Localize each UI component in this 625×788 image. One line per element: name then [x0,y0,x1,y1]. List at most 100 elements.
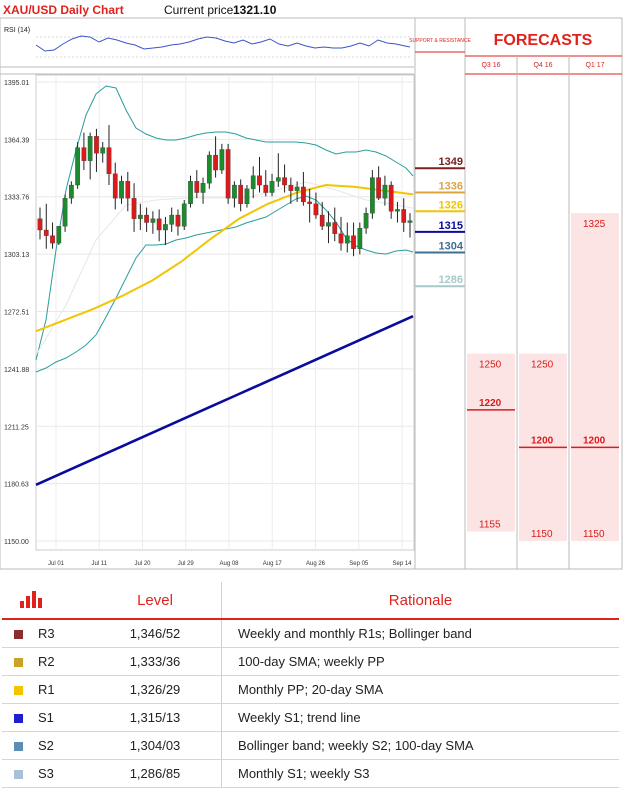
rationale-header: Rationale [221,582,619,620]
candle [56,226,62,246]
sr-level-marker: 1286 [415,274,465,288]
level-swatch [2,731,37,760]
svg-text:1155: 1155 [479,520,501,531]
candle [175,209,181,236]
candle [388,181,394,219]
svg-text:1304: 1304 [439,240,464,252]
candle [43,203,49,249]
y-tick-label: 1333.76 [4,195,29,202]
candle [119,175,124,204]
chart-frame [0,17,623,570]
price-value: 1321.10 [233,3,277,17]
x-tick-label: Aug 08 [219,561,239,567]
bb-midline [35,181,414,356]
candle [288,177,294,204]
y-tick-label: 1303.13 [4,252,29,259]
candle [357,222,363,255]
forecast-col-q3-16: Q3 16 [481,62,500,69]
candle [257,156,262,193]
x-tick-label: Jul 11 [91,561,107,567]
forecast-title: FORECASTS [494,32,593,49]
level-code: R1 [37,675,89,704]
svg-text:1200: 1200 [531,435,554,446]
y-tick-label: 1272.51 [4,309,29,316]
candle [326,211,331,244]
level-value: 1,346/52 [89,619,222,648]
sr-column [414,17,466,570]
candle [131,183,137,232]
candle [81,132,87,171]
chart-title: XAU/USD Daily Chart [3,3,124,17]
forecast-range: 1325 1200 1150 [571,213,619,541]
level-code: S2 [37,731,89,760]
candle [332,207,338,242]
y-tick-label: 1180.63 [4,482,29,489]
candle [50,222,55,249]
candle [313,192,319,219]
price-label: Current price [164,3,234,17]
x-tick-label: Jul 20 [134,561,151,567]
sr-level-marker: 1304 [415,240,465,254]
candle [282,164,287,193]
level-value: 1,333/36 [89,647,222,676]
level-value: 1,304/03 [89,731,222,760]
candle [100,141,106,163]
candle [244,185,250,208]
svg-text:1286: 1286 [439,274,463,286]
svg-text:1349: 1349 [439,156,463,168]
y-axis: 1395.01 1364.39 1333.76 1303.13 1272.51 1241.… [4,80,29,546]
level-swatch [2,703,37,732]
sr-level-marker: 1336 [415,181,465,194]
level-row: S3 1,286/85 Monthly S1; weekly S3 [2,759,619,788]
candle [106,125,112,186]
level-code: R3 [37,619,89,648]
candle [238,179,244,212]
x-tick-label: Aug 17 [263,561,283,567]
svg-text:1325: 1325 [583,219,606,230]
candle [94,128,99,172]
level-rationale: 100-day SMA; weekly PP [221,647,619,676]
level-row: S2 1,304/03 Bollinger band; weekly S2; 100… [2,731,619,760]
forecast-col-q4-16: Q4 16 [533,62,552,69]
candle [156,209,162,242]
candle [163,216,168,246]
level-code: S1 [37,703,89,732]
y-tick-label: 1211.25 [4,424,29,431]
x-tick-label: Aug 26 [306,561,326,567]
level-value: 1,286/85 [89,759,222,788]
candle [269,173,275,197]
level-swatch [2,647,37,676]
candle [351,222,356,257]
candle [370,170,375,219]
level-header: Level [89,582,222,620]
level-row: S1 1,315/13 Weekly S1; trend line [2,703,619,732]
candle [225,143,231,204]
sr-header: SUPPORT & RESISTANCE [409,38,471,44]
svg-text:1250: 1250 [479,360,502,371]
svg-text:1150: 1150 [583,529,605,540]
svg-text:1220: 1220 [479,398,502,409]
level-row: R1 1,326/29 Monthly PP; 20-day SMA [2,675,619,704]
level-swatch [2,675,37,704]
x-tick-label: Sep 14 [392,561,412,567]
svg-text:1336: 1336 [439,181,463,193]
candle [344,222,350,253]
bar-chart-icon [2,582,89,620]
candle [144,207,149,232]
candle [407,213,413,238]
grid [36,75,414,550]
rsi-panel: RSI (14) [0,27,414,75]
level-value: 1,326/29 [89,675,222,704]
candlesticks [37,125,413,257]
x-tick-label: Jul 01 [48,561,65,567]
candle [169,207,175,232]
level-rationale: Weekly S1; trend line [221,703,619,732]
candle [188,175,193,208]
candle [250,166,256,199]
x-tick-label: Sep 05 [349,561,369,567]
candle [206,151,212,189]
y-tick-label: 1241.88 [4,367,29,374]
rsi-label: RSI (14) [4,27,30,34]
candle [401,198,407,232]
candle [219,143,225,174]
